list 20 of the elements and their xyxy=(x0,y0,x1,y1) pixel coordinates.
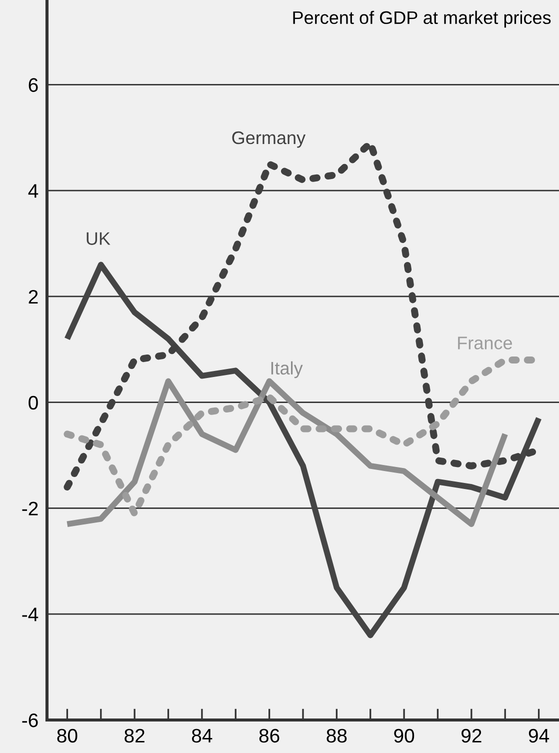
text: Percent of GDP at market prices xyxy=(293,10,551,28)
y-tick-label: -6 xyxy=(22,713,38,728)
x-tick-label: 80 xyxy=(57,728,78,743)
y-tick-label: 2 xyxy=(28,290,38,304)
x-tick-label: 90 xyxy=(394,728,414,743)
series-label: France xyxy=(458,336,512,350)
y-tick-label: 6 xyxy=(28,78,38,92)
x-tick-label: 94 xyxy=(528,728,550,743)
x-tick-label: 82 xyxy=(124,728,144,743)
series-label: Germany xyxy=(232,131,306,148)
y-tick-label: 0 xyxy=(28,396,38,410)
series-label: Italy xyxy=(271,361,303,378)
y-tick-label: 4 xyxy=(28,184,38,198)
y-tick-label: -2 xyxy=(22,502,38,516)
series-label: UK xyxy=(86,232,110,245)
x-tick-label: 88 xyxy=(326,728,347,743)
x-tick-label: 86 xyxy=(259,728,280,743)
x-tick-label: 84 xyxy=(192,728,212,743)
y-tick-label: -4 xyxy=(22,608,38,622)
x-tick-label: 92 xyxy=(462,728,482,743)
